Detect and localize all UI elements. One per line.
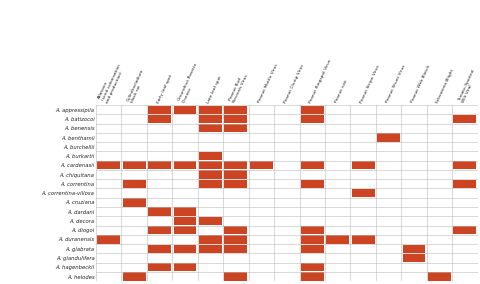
Bar (454, 115, 476, 123)
Bar (148, 106, 171, 114)
Bar (403, 245, 425, 253)
Bar (123, 180, 145, 188)
Bar (199, 161, 222, 170)
Bar (225, 124, 247, 132)
Bar (225, 245, 247, 253)
Bar (199, 124, 222, 132)
Bar (123, 161, 145, 170)
Bar (148, 245, 171, 253)
Bar (174, 263, 196, 272)
Bar (199, 152, 222, 160)
Bar (301, 115, 324, 123)
Bar (352, 161, 374, 170)
Bar (454, 226, 476, 234)
Bar (301, 161, 324, 170)
Bar (123, 272, 145, 281)
Bar (199, 106, 222, 114)
Bar (301, 245, 324, 253)
Bar (250, 161, 273, 170)
Bar (454, 161, 476, 170)
Bar (225, 170, 247, 179)
Bar (97, 161, 120, 170)
Bar (199, 217, 222, 225)
Bar (174, 161, 196, 170)
Bar (301, 106, 324, 114)
Bar (225, 106, 247, 114)
Bar (123, 198, 145, 206)
Bar (199, 245, 222, 253)
Bar (148, 115, 171, 123)
Bar (148, 226, 171, 234)
Bar (225, 115, 247, 123)
Bar (199, 180, 222, 188)
Bar (148, 263, 171, 272)
Bar (377, 133, 400, 142)
Bar (326, 235, 349, 244)
Bar (174, 245, 196, 253)
Bar (301, 235, 324, 244)
Bar (454, 180, 476, 188)
Bar (225, 161, 247, 170)
Bar (301, 263, 324, 272)
Bar (148, 161, 171, 170)
Bar (174, 226, 196, 234)
Bar (301, 180, 324, 188)
Bar (301, 272, 324, 281)
Bar (352, 235, 374, 244)
Bar (174, 106, 196, 114)
Bar (199, 235, 222, 244)
Bar (301, 226, 324, 234)
Bar (199, 170, 222, 179)
Bar (225, 180, 247, 188)
Bar (148, 208, 171, 216)
Bar (428, 272, 451, 281)
Bar (225, 226, 247, 234)
Bar (174, 208, 196, 216)
Bar (225, 272, 247, 281)
Bar (174, 217, 196, 225)
Bar (403, 254, 425, 262)
Bar (225, 235, 247, 244)
Bar (352, 189, 374, 197)
Bar (97, 235, 120, 244)
Bar (199, 115, 222, 123)
